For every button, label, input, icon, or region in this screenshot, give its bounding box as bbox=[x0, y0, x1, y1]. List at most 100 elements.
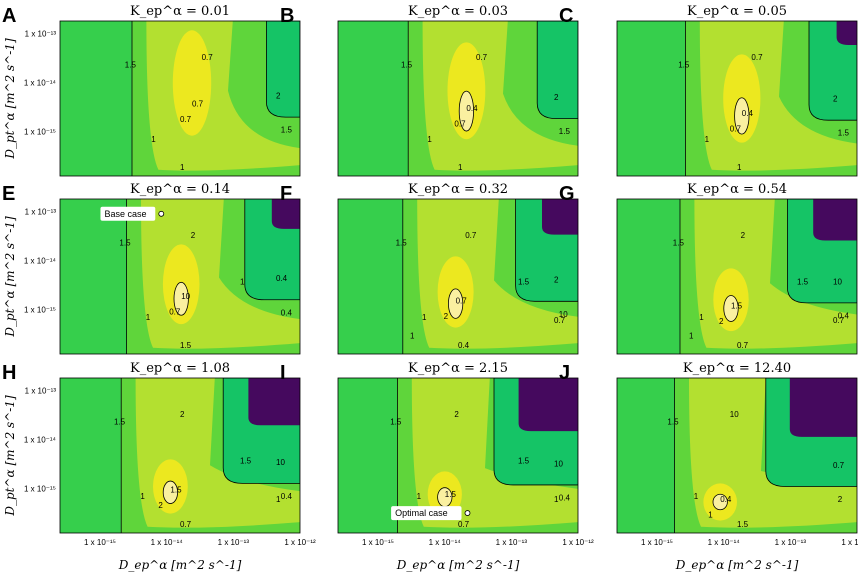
region-gt-10 bbox=[789, 378, 857, 437]
region-gt-10 bbox=[248, 378, 300, 426]
contour-label: 10 bbox=[181, 292, 190, 301]
contour-label: 1.5 bbox=[396, 239, 408, 248]
contour-label: 1 bbox=[276, 495, 281, 504]
contour-label: 0.7 bbox=[180, 520, 192, 529]
contour-label: 10 bbox=[554, 459, 563, 468]
contour-label: 2 bbox=[741, 231, 746, 240]
axis-layer: 1 x 10⁻¹³ 1 x 10⁻¹⁴ 1 x 10⁻¹⁵ D_pt^α [m^2 s… bbox=[3, 29, 858, 572]
region-gt-10 bbox=[836, 21, 857, 46]
region-2-10 bbox=[808, 21, 857, 121]
contour-label: 2 bbox=[444, 312, 449, 321]
annotation-label: Optimal case bbox=[395, 508, 448, 518]
x-tick-label: 1 x 10⁻¹⁵ bbox=[84, 538, 116, 547]
contour-label: 1.5 bbox=[170, 485, 182, 494]
contour-label: 1 bbox=[689, 332, 694, 341]
panel-frame bbox=[616, 198, 858, 355]
contour-label: 1 bbox=[240, 277, 245, 286]
contour-label: 0.4 bbox=[742, 109, 754, 118]
contour-regions bbox=[617, 199, 857, 354]
contour-label: 1 bbox=[708, 511, 713, 520]
annotation-box bbox=[391, 506, 462, 521]
contour-regions bbox=[617, 21, 857, 176]
panel-letter: H bbox=[2, 362, 16, 384]
contour-label: 0.7 bbox=[476, 53, 488, 62]
panel-frame bbox=[59, 20, 301, 177]
panel-frame bbox=[616, 377, 858, 534]
region-2-10 bbox=[266, 21, 300, 118]
panel-title: K_ep^α = 0.14 bbox=[130, 182, 230, 197]
y-tick-label: 1 x 10⁻¹⁵ bbox=[24, 306, 56, 315]
contour-label: 1.5 bbox=[797, 277, 809, 286]
panel-letter: A bbox=[2, 5, 16, 27]
region-lt-0_4 bbox=[723, 295, 739, 322]
contour-label: 2 bbox=[838, 495, 843, 504]
contour-label: 1 bbox=[151, 135, 156, 144]
region-lt-0_4 bbox=[734, 97, 750, 135]
x-tick-label: 1 x 10⁻¹⁴ bbox=[151, 538, 184, 547]
panel-frame bbox=[59, 377, 301, 534]
contour-regions bbox=[60, 378, 300, 533]
contour-label: 1.5 bbox=[114, 418, 126, 427]
contour-label: 1 bbox=[737, 163, 742, 172]
panel-title: K_ep^α = 0.03 bbox=[408, 4, 508, 19]
contour-label: 1 bbox=[417, 492, 422, 501]
x-tick-label: 1 x 10⁻¹⁴ bbox=[429, 538, 462, 547]
contour-regions bbox=[338, 199, 578, 354]
contour-label: 1 bbox=[180, 163, 185, 172]
y-axis-label: D_pt^α [m^2 s^-1] bbox=[3, 216, 17, 338]
contour-label: 0.7 bbox=[730, 124, 742, 133]
y-tick-label: 1 x 10⁻¹³ bbox=[25, 207, 57, 216]
contour-label: 2 bbox=[158, 501, 163, 510]
contour-label: 1 bbox=[705, 135, 710, 144]
contour-label: 1 bbox=[694, 492, 699, 501]
contour-label: 0.7 bbox=[751, 53, 763, 62]
y-tick-label: 1 x 10⁻¹⁵ bbox=[24, 128, 56, 137]
panel-letter: G bbox=[559, 183, 575, 205]
region-lt-0_4 bbox=[447, 288, 464, 319]
y-tick-label: 1 x 10⁻¹³ bbox=[25, 386, 57, 395]
panel-letter: J bbox=[559, 362, 570, 384]
contour-label: 2 bbox=[180, 410, 185, 419]
contour-label: 1.5 bbox=[125, 61, 137, 70]
contour-label: 0.7 bbox=[737, 341, 749, 350]
y-tick-label: 1 x 10⁻¹⁴ bbox=[24, 79, 57, 88]
contour-label: 1 bbox=[422, 313, 427, 322]
contour-regions bbox=[60, 199, 300, 354]
region-lt-0_4 bbox=[173, 281, 189, 316]
x-axis-label: D_ep^α [m^2 s^-1] bbox=[118, 558, 242, 572]
panel-title: K_ep^α = 0.01 bbox=[130, 4, 230, 19]
panel-letter: F bbox=[280, 183, 292, 205]
panel-title: K_ep^α = 0.05 bbox=[687, 4, 787, 19]
contour-label: 1.5 bbox=[737, 520, 749, 529]
contour-label: 0.7 bbox=[454, 120, 466, 129]
contour-label: 0.4 bbox=[281, 308, 293, 317]
y-tick-label: 1 x 10⁻¹⁴ bbox=[24, 257, 57, 266]
contour-label: 10 bbox=[276, 458, 285, 467]
panel-f: 1.5 1 0.7 0.7 2 10 0.4 2 1.5 0.7 1 F K_ep^α = 0.32 bbox=[280, 182, 579, 355]
panel-letter: I bbox=[280, 362, 286, 384]
contour-label: 0.4 bbox=[276, 274, 288, 283]
contour-label: 0.4 bbox=[838, 311, 850, 320]
contour-label: 0.7 bbox=[465, 231, 477, 240]
x-tick-label: 1 x 10⁻¹² bbox=[562, 538, 594, 547]
y-axis-label: D_pt^α [m^2 s^-1] bbox=[3, 395, 17, 517]
contour-label: 10 bbox=[833, 277, 842, 286]
panel-letter: E bbox=[2, 183, 15, 205]
contour-regions bbox=[338, 21, 578, 176]
region-lt-0_4 bbox=[712, 493, 728, 511]
region-gt-10 bbox=[518, 378, 578, 432]
contour-regions bbox=[338, 378, 578, 533]
region-gt-10 bbox=[271, 199, 300, 229]
contour-label: 1 bbox=[554, 495, 559, 504]
contour-label: 1.5 bbox=[119, 239, 131, 248]
panel-letter: B bbox=[280, 5, 294, 27]
panel-letter: C bbox=[559, 5, 573, 27]
annotation-label: Base case bbox=[104, 209, 146, 219]
contour-label: 2 bbox=[454, 410, 459, 419]
contour-regions bbox=[60, 21, 300, 176]
panel-frame bbox=[59, 198, 301, 355]
contour-label: 1.5 bbox=[445, 490, 457, 499]
